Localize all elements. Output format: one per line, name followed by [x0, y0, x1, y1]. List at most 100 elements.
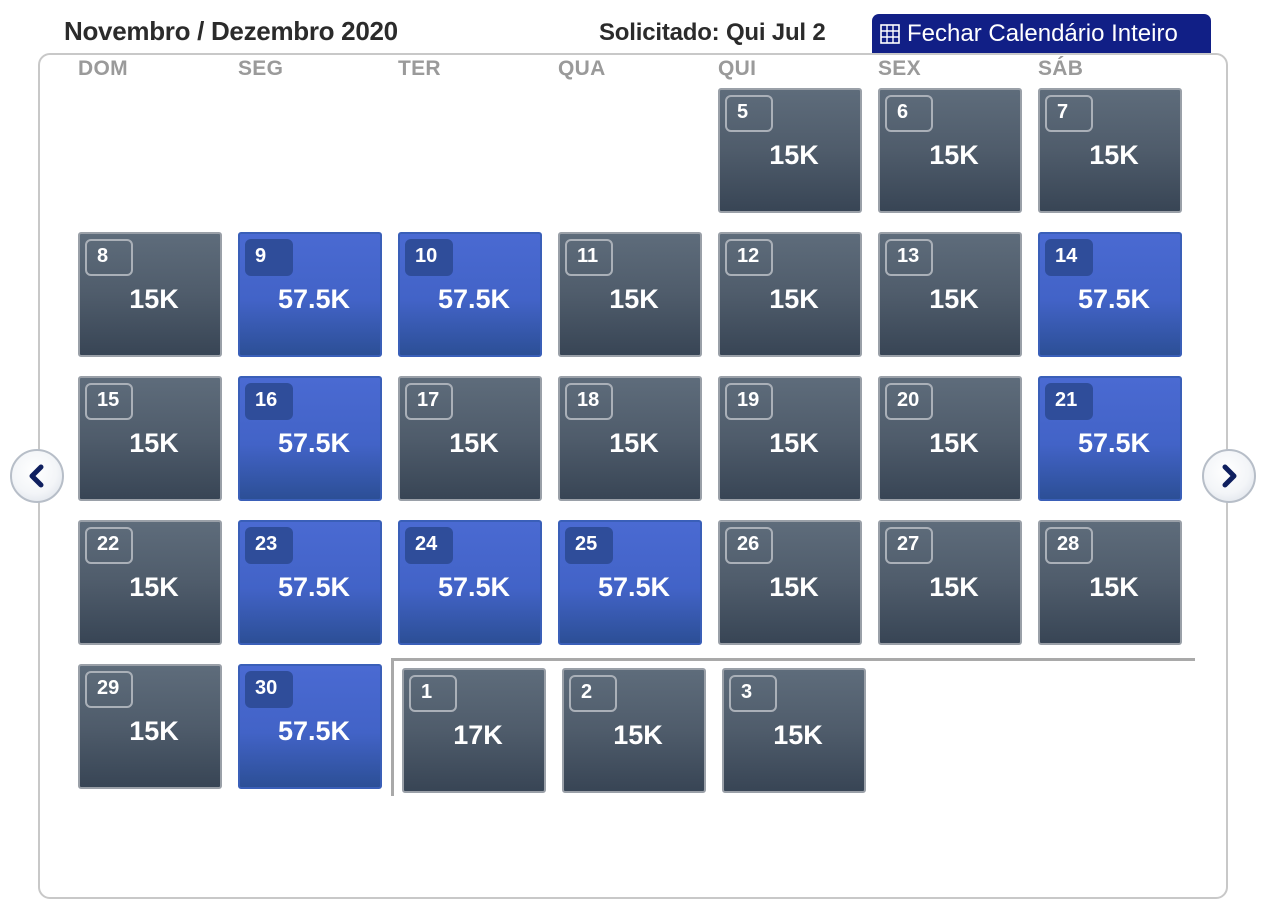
- day-cell[interactable]: 6 15K: [878, 88, 1022, 213]
- day-cell[interactable]: 29 15K: [78, 664, 222, 789]
- day-price: 15K: [1089, 140, 1139, 170]
- day-cell[interactable]: 25 57.5K: [558, 520, 702, 645]
- day-cell[interactable]: 16 57.5K: [238, 376, 382, 501]
- day-number: 17: [405, 383, 453, 420]
- day-cell[interactable]: 18 15K: [558, 376, 702, 501]
- day-number: 29: [85, 671, 133, 708]
- day-price: 15K: [613, 720, 663, 750]
- day-cell[interactable]: 1 17K: [402, 668, 546, 793]
- day-cell[interactable]: 14 57.5K: [1038, 232, 1182, 357]
- day-cell[interactable]: 8 15K: [78, 232, 222, 357]
- day-price: 57.5K: [277, 428, 351, 458]
- day-number: 9: [245, 239, 293, 276]
- day-price: 15K: [129, 284, 179, 314]
- day-number: 8: [85, 239, 133, 276]
- day-number: 12: [725, 239, 773, 276]
- day-number: 7: [1045, 95, 1093, 132]
- day-price: 15K: [449, 428, 499, 458]
- day-price: 57.5K: [277, 572, 351, 602]
- day-number: 11: [565, 239, 613, 276]
- day-price: 15K: [769, 572, 819, 602]
- day-cell[interactable]: 22 15K: [78, 520, 222, 645]
- weekday-header-sab: SÁB: [1038, 57, 1084, 80]
- weekday-header-qui: QUI: [718, 57, 757, 80]
- day-number: 27: [885, 527, 933, 564]
- chevron-right-icon: [1222, 464, 1237, 488]
- weekday-header-seg: SEG: [238, 57, 284, 80]
- next-month-button[interactable]: [1202, 449, 1256, 503]
- month-divider-horizontal: [391, 658, 1195, 661]
- previous-month-button[interactable]: [10, 449, 64, 503]
- day-cell[interactable]: 26 15K: [718, 520, 862, 645]
- day-cell[interactable]: 5 15K: [718, 88, 862, 213]
- day-number: 3: [729, 675, 777, 712]
- day-cell[interactable]: 21 57.5K: [1038, 376, 1182, 501]
- day-cell[interactable]: 23 57.5K: [238, 520, 382, 645]
- day-price: 15K: [769, 428, 819, 458]
- weekday-header-sex: SEX: [878, 57, 921, 80]
- day-cell[interactable]: 27 15K: [878, 520, 1022, 645]
- day-price: 15K: [929, 428, 979, 458]
- day-price: 57.5K: [277, 284, 351, 314]
- day-number: 1: [409, 675, 457, 712]
- day-price: 57.5K: [1077, 284, 1151, 314]
- day-number: 25: [565, 527, 613, 564]
- close-full-calendar-button[interactable]: Fechar Calendário Inteiro: [872, 14, 1211, 53]
- day-cell[interactable]: 19 15K: [718, 376, 862, 501]
- day-price: 15K: [769, 140, 819, 170]
- day-cell[interactable]: 7 15K: [1038, 88, 1182, 213]
- day-cell[interactable]: 10 57.5K: [398, 232, 542, 357]
- day-cell[interactable]: 24 57.5K: [398, 520, 542, 645]
- day-number: 24: [405, 527, 453, 564]
- day-price: 57.5K: [437, 284, 511, 314]
- calendar-title: Novembro / Dezembro 2020: [64, 16, 398, 46]
- day-number: 20: [885, 383, 933, 420]
- day-price: 15K: [609, 284, 659, 314]
- day-number: 21: [1045, 383, 1093, 420]
- day-cell[interactable]: 15 15K: [78, 376, 222, 501]
- day-price: 15K: [929, 284, 979, 314]
- day-cell[interactable]: 30 57.5K: [238, 664, 382, 789]
- day-cell[interactable]: 9 57.5K: [238, 232, 382, 357]
- day-number: 30: [245, 671, 293, 708]
- month-divider-vertical: [391, 659, 394, 796]
- day-cell[interactable]: 2 15K: [562, 668, 706, 793]
- day-price: 15K: [129, 572, 179, 602]
- day-price: 15K: [1089, 572, 1139, 602]
- day-number: 28: [1045, 527, 1093, 564]
- chevron-left-icon: [29, 464, 44, 488]
- day-number: 14: [1045, 239, 1093, 276]
- day-number: 6: [885, 95, 933, 132]
- weekday-header-ter: TER: [398, 57, 441, 80]
- day-cell[interactable]: 12 15K: [718, 232, 862, 357]
- day-number: 23: [245, 527, 293, 564]
- day-number: 2: [569, 675, 617, 712]
- day-price: 17K: [453, 720, 503, 750]
- day-number: 26: [725, 527, 773, 564]
- day-price: 15K: [929, 140, 979, 170]
- day-number: 15: [85, 383, 133, 420]
- day-price: 15K: [129, 716, 179, 746]
- day-price: 57.5K: [1077, 428, 1151, 458]
- day-number: 5: [725, 95, 773, 132]
- day-cell[interactable]: 13 15K: [878, 232, 1022, 357]
- day-cell[interactable]: 3 15K: [722, 668, 866, 793]
- day-number: 16: [245, 383, 293, 420]
- day-price: 57.5K: [437, 572, 511, 602]
- day-number: 19: [725, 383, 773, 420]
- close-full-calendar-label: Fechar Calendário Inteiro: [907, 19, 1178, 47]
- day-price: 57.5K: [277, 716, 351, 746]
- day-number: 13: [885, 239, 933, 276]
- day-price: 15K: [609, 428, 659, 458]
- weekday-header-qua: QUA: [558, 57, 606, 80]
- day-cell[interactable]: 11 15K: [558, 232, 702, 357]
- day-price: 15K: [129, 428, 179, 458]
- day-price: 15K: [769, 284, 819, 314]
- day-cell[interactable]: 17 15K: [398, 376, 542, 501]
- grid-icon: [880, 23, 900, 44]
- day-price: 15K: [773, 720, 823, 750]
- day-cell[interactable]: 20 15K: [878, 376, 1022, 501]
- day-number: 10: [405, 239, 453, 276]
- day-price: 15K: [929, 572, 979, 602]
- day-cell[interactable]: 28 15K: [1038, 520, 1182, 645]
